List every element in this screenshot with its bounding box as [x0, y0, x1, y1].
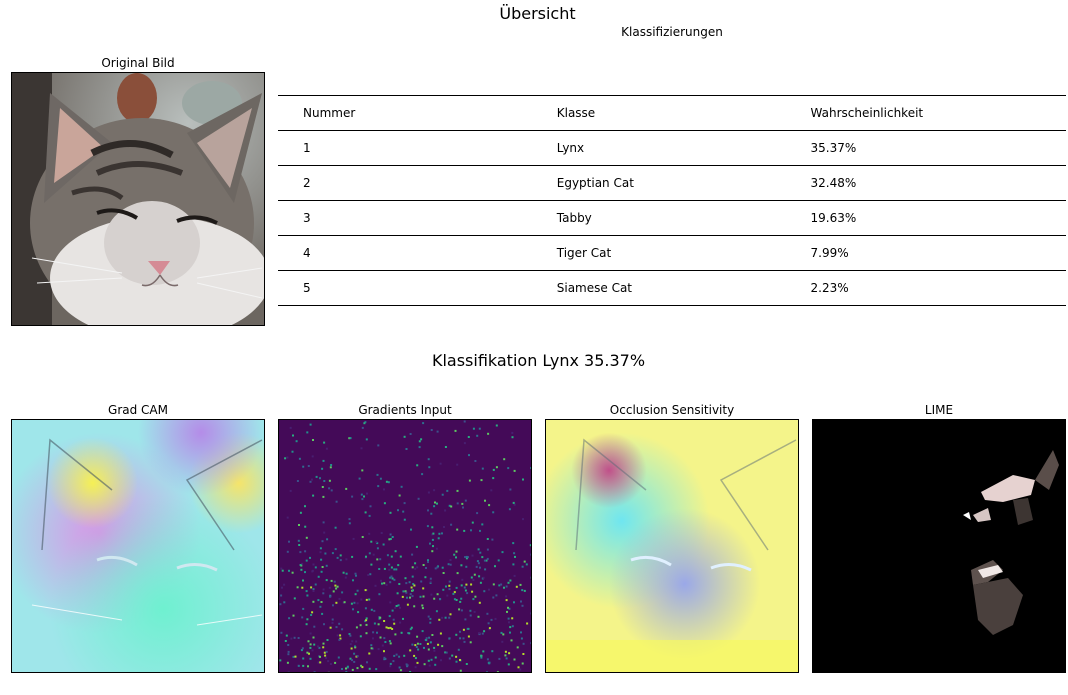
- gradcam-title: Grad CAM: [108, 403, 168, 417]
- row-probability: 19.63%: [810, 200, 1066, 236]
- header-probability: Wahrscheinlichkeit: [810, 95, 1066, 131]
- table-row: 4 Tiger Cat 7.99%: [278, 235, 1066, 271]
- lime-image: [812, 419, 1066, 673]
- row-probability: 2.23%: [810, 270, 1066, 306]
- row-number: 4: [278, 235, 557, 271]
- row-number: 5: [278, 270, 557, 306]
- row-class: Tabby: [556, 200, 811, 236]
- row-probability: 7.99%: [810, 235, 1066, 271]
- row-class: Siamese Cat: [556, 270, 811, 306]
- figure-title: Übersicht: [499, 4, 576, 23]
- row-number: 3: [278, 200, 557, 236]
- row-probability: 32.48%: [810, 165, 1066, 201]
- occlusion-sensitivity-title: Occlusion Sensitivity: [609, 403, 735, 417]
- table-row: 3 Tabby 19.63%: [278, 200, 1066, 236]
- gradients-input-title: Gradients Input: [358, 403, 452, 417]
- lime-title: LIME: [924, 403, 954, 417]
- row-number: 1: [278, 130, 557, 166]
- table-title: Klassifizierungen: [621, 25, 723, 39]
- original-image-title: Original Bild: [101, 56, 175, 70]
- row-number: 2: [278, 165, 557, 201]
- gradcam-heatmap-image: [11, 419, 265, 673]
- gradients-input-image: [278, 419, 532, 673]
- table-row: 2 Egyptian Cat 32.48%: [278, 165, 1066, 201]
- classification-section-title: Klassifikation Lynx 35.37%: [431, 351, 646, 370]
- row-class: Lynx: [556, 130, 811, 166]
- row-probability: 35.37%: [810, 130, 1066, 166]
- row-class: Tiger Cat: [556, 235, 811, 271]
- original-cat-image: [11, 72, 265, 326]
- table-row: 5 Siamese Cat 2.23%: [278, 270, 1066, 306]
- row-class: Egyptian Cat: [556, 165, 811, 201]
- classification-table: Nummer Klasse Wahrscheinlichkeit 1 Lynx …: [278, 95, 1066, 306]
- table-row: 1 Lynx 35.37%: [278, 130, 1066, 166]
- occlusion-sensitivity-image: [545, 419, 799, 673]
- header-number: Nummer: [278, 95, 557, 131]
- table-header-row: Nummer Klasse Wahrscheinlichkeit: [278, 95, 1066, 131]
- header-class: Klasse: [556, 95, 811, 131]
